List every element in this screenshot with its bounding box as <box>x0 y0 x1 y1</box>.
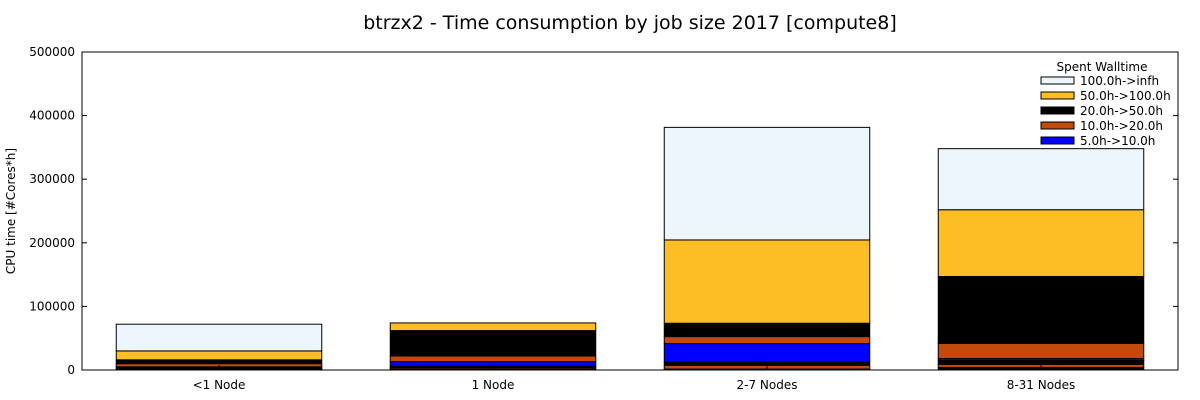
legend-swatch <box>1040 136 1075 145</box>
bar-segment <box>663 322 871 338</box>
bar-segment <box>389 355 597 363</box>
x-axis: <1 Node 1 Node 2-7 Nodes 8-31 Nodes <box>193 365 1076 392</box>
legend-swatch <box>1040 121 1075 130</box>
bar-segment <box>937 276 1145 344</box>
y-tick-label: 0 <box>67 363 75 377</box>
y-axis-label: CPU time [#Cores*h] <box>4 148 18 274</box>
y-tick-label: 200000 <box>29 236 75 250</box>
legend-label: 100.0h->infh <box>1080 74 1159 88</box>
bar-segment <box>389 330 597 357</box>
x-tick-label: <1 Node <box>193 378 246 392</box>
bar-segment <box>115 350 323 361</box>
legend-swatch <box>1040 106 1075 115</box>
bar-segment <box>937 342 1145 360</box>
bar-segment <box>115 359 323 365</box>
y-tick-label: 400000 <box>29 109 75 123</box>
y-tick-label: 100000 <box>29 299 75 313</box>
legend-label: 50.0h->100.0h <box>1080 89 1171 103</box>
legend-label: 10.0h->20.0h <box>1080 119 1163 133</box>
chart-title: btrzx2 - Time consumption by job size 20… <box>363 12 897 34</box>
bar-segment <box>663 343 871 363</box>
bar-segment <box>937 148 1145 211</box>
bar-segment <box>115 323 323 352</box>
bar-segment <box>937 359 1145 365</box>
legend-label: 20.0h->50.0h <box>1080 104 1163 118</box>
bar-segment <box>937 209 1145 278</box>
legend-swatch <box>1040 76 1075 85</box>
bar-segment <box>663 239 871 324</box>
bar-segment <box>663 336 871 345</box>
x-tick-label: 1 Node <box>472 378 515 392</box>
legend-label: 5.0h->10.0h <box>1080 134 1155 148</box>
bar-segment <box>663 126 871 241</box>
x-tick-label: 2-7 Nodes <box>737 378 798 392</box>
legend: Spent Walltime 100.0h->infh50.0h->100.0h… <box>1040 60 1171 148</box>
bar-segment <box>389 322 597 332</box>
x-tick-label: 8-31 Nodes <box>1007 378 1076 392</box>
legend-title: Spent Walltime <box>1057 60 1148 74</box>
y-tick-label: 300000 <box>29 172 75 186</box>
legend-swatch <box>1040 91 1075 100</box>
bars <box>115 126 1145 371</box>
y-axis: 0 100000 200000 300000 400000 500000 <box>29 45 1178 377</box>
plot-area <box>81 51 1179 371</box>
y-tick-label: 500000 <box>29 45 75 59</box>
